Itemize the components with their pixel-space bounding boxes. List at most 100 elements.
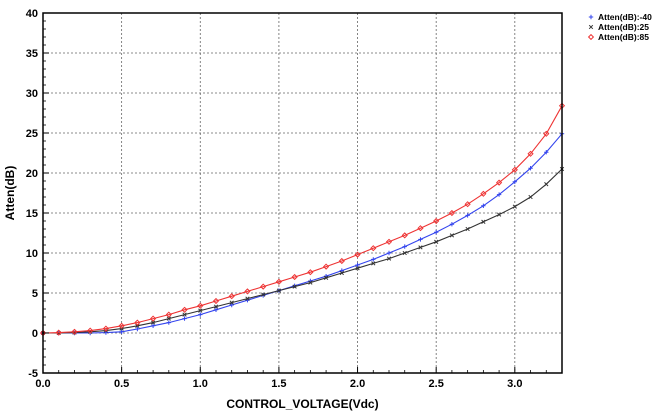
data-point xyxy=(417,225,424,232)
x-tick-label: 0.5 xyxy=(114,378,129,390)
data-point xyxy=(323,275,329,280)
y-tick-label: 25 xyxy=(26,128,38,140)
data-point xyxy=(543,130,550,137)
y-tick-label: 40 xyxy=(26,8,38,20)
data-point xyxy=(433,217,440,225)
data-point xyxy=(166,320,172,325)
y-tick-label: 35 xyxy=(26,48,38,60)
data-point xyxy=(150,323,156,328)
data-point xyxy=(229,302,234,308)
grid-lines xyxy=(43,13,562,373)
data-point xyxy=(481,203,486,208)
data-point xyxy=(464,201,471,208)
tick-labels: 0.0 0.5 1.0 1.5 2.0 2.5 3.0 -5 0 5 10 15 20 25 30 35 40 xyxy=(26,8,523,390)
x-tick-label: 2.0 xyxy=(350,378,365,390)
data-point xyxy=(102,325,110,332)
data-point xyxy=(371,257,376,262)
data-point xyxy=(449,222,455,227)
x-tick-label: 1.0 xyxy=(193,378,208,390)
data-point xyxy=(182,312,187,317)
data-point xyxy=(385,238,393,245)
data-point xyxy=(401,232,408,239)
series-line xyxy=(43,133,563,334)
data-point xyxy=(402,244,407,249)
data-point xyxy=(544,150,549,155)
y-tick-label: 5 xyxy=(32,288,38,300)
data-point xyxy=(449,233,455,238)
series-3 xyxy=(39,102,566,337)
series-line xyxy=(43,168,563,334)
data-point xyxy=(119,329,124,334)
x-tick-label: 2.5 xyxy=(429,378,444,390)
legend-item: Atten(dB):85 xyxy=(587,32,649,42)
data-point xyxy=(354,251,361,258)
data-point xyxy=(433,230,439,235)
data-point xyxy=(386,256,392,261)
data-point xyxy=(197,302,204,309)
data-point xyxy=(495,179,503,186)
data-point xyxy=(149,315,157,322)
legend-marker xyxy=(587,33,595,41)
x-axis-title: CONTROL_VOLTAGE(Vdc) xyxy=(226,397,378,411)
data-point xyxy=(261,292,266,297)
data-point xyxy=(260,283,267,290)
data-point xyxy=(371,261,376,266)
data-point xyxy=(481,219,486,224)
y-tick-label: 15 xyxy=(26,208,38,220)
data-point xyxy=(465,213,470,218)
y-axis-title: Atten(dB) xyxy=(3,166,17,221)
data-point xyxy=(166,316,171,321)
data-point xyxy=(134,319,141,326)
data-point xyxy=(480,190,487,197)
data-point xyxy=(402,250,407,256)
data-point xyxy=(228,293,235,300)
data-point xyxy=(322,263,330,270)
data-point xyxy=(496,192,502,197)
data-point xyxy=(418,237,423,242)
data-point xyxy=(87,327,94,334)
data-point xyxy=(182,316,187,321)
series-line xyxy=(42,105,563,334)
data-point xyxy=(55,329,62,336)
data-point xyxy=(118,322,125,329)
data-point xyxy=(276,288,282,293)
data-point xyxy=(181,306,188,313)
data-point xyxy=(150,320,156,325)
data-point xyxy=(71,328,78,335)
legend-item: Atten(dB):25 xyxy=(588,22,649,32)
data-point xyxy=(496,212,502,217)
data-point xyxy=(355,266,360,271)
x-tick-label: 0.0 xyxy=(35,378,50,390)
data-point xyxy=(512,204,517,209)
y-tick-label: -5 xyxy=(28,368,38,380)
data-point xyxy=(528,166,533,171)
data-point xyxy=(338,257,345,265)
legend-marker xyxy=(588,24,594,30)
data-point xyxy=(213,307,219,312)
y-tick-label: 0 xyxy=(32,328,38,340)
data-point xyxy=(339,268,345,273)
y-tick-label: 30 xyxy=(26,88,38,100)
data-point xyxy=(544,182,549,187)
legend-label: Atten(dB):25 xyxy=(598,22,649,32)
data-point xyxy=(292,284,297,289)
data-point xyxy=(307,269,314,276)
legend-marker xyxy=(588,14,594,20)
data-point xyxy=(465,226,470,232)
data-point xyxy=(355,262,360,268)
data-point xyxy=(198,312,203,317)
y-tick-label: 10 xyxy=(26,248,38,260)
data-point xyxy=(291,273,298,281)
data-point xyxy=(528,194,533,200)
plot-frame xyxy=(42,12,563,374)
data-point xyxy=(213,304,219,309)
data-point xyxy=(165,311,172,318)
data-point xyxy=(386,250,392,256)
data-point xyxy=(418,245,423,250)
data-point xyxy=(229,300,234,305)
data-point xyxy=(135,323,140,328)
legend-label: Atten(dB):-40 xyxy=(598,12,652,22)
data-point xyxy=(308,280,313,285)
